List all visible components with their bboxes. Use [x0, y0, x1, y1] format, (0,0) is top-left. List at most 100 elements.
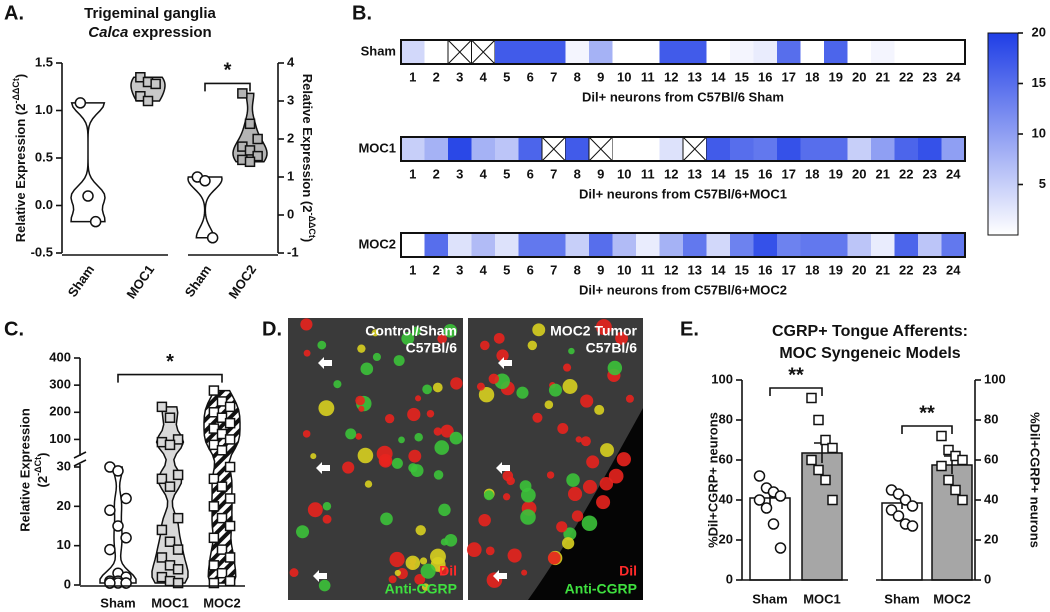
- x-tick-label: 24: [946, 69, 961, 84]
- heat-cell: [847, 233, 871, 257]
- x-tick-label: 9: [597, 262, 604, 277]
- cell: [546, 471, 555, 479]
- y-tick-label: 30: [57, 458, 71, 473]
- heat-cell: [565, 40, 589, 64]
- heat-cell: [777, 137, 801, 161]
- cell: [371, 329, 379, 337]
- x-tick-label: 23: [923, 262, 937, 277]
- cell: [443, 323, 458, 338]
- x-tick-label: 2: [433, 166, 440, 181]
- significance-bracket: [901, 425, 953, 434]
- y-tick-label: 80: [719, 411, 733, 426]
- cell: [389, 551, 405, 568]
- x-axis-label: Dil+ neurons from C57Bl/6+MOC1: [579, 186, 787, 201]
- x-tick-label: 21: [876, 262, 890, 277]
- x-axis-label: Dil+ neurons from C57Bl/6+MOC2: [579, 282, 787, 297]
- arrow: [498, 357, 512, 369]
- cell: [580, 436, 591, 447]
- cell: [393, 355, 405, 367]
- label-text: ): [13, 74, 28, 78]
- cell: [376, 445, 393, 462]
- x-tick-label: 20: [852, 69, 866, 84]
- cell: [566, 473, 580, 487]
- heat-cell: [706, 137, 730, 161]
- data-point: [224, 575, 236, 587]
- y-tick-label: 0: [287, 206, 294, 221]
- data-point: [208, 532, 220, 544]
- x-tick-label: Sham: [182, 262, 215, 300]
- heat-cell: [800, 40, 824, 64]
- cell: [615, 331, 629, 345]
- data-point: [208, 473, 220, 485]
- stain-label: Anti-CGRP: [385, 581, 457, 597]
- cell: [415, 525, 426, 536]
- heat-cell: [659, 40, 683, 64]
- data-point: [813, 464, 824, 476]
- data-point: [89, 215, 102, 228]
- data-point: [104, 504, 116, 517]
- heat-cell: [800, 137, 824, 161]
- cell: [429, 548, 446, 565]
- data-point: [104, 543, 116, 556]
- significance-bracket: [204, 82, 251, 92]
- x-tick-label: 2: [433, 262, 440, 277]
- cell: [544, 400, 554, 409]
- cell: [385, 414, 395, 424]
- x-tick-label: 24: [946, 262, 961, 277]
- heat-cell: [565, 233, 589, 257]
- cell: [307, 502, 323, 518]
- heat-cell: [518, 233, 542, 257]
- data-point: [216, 481, 228, 492]
- x-tick-label: 13: [688, 262, 702, 277]
- cell: [355, 433, 362, 440]
- cell: [548, 383, 562, 397]
- y-tick-label: 0.5: [35, 149, 53, 164]
- heat-cell: [401, 233, 425, 257]
- x-tick-label: 2: [433, 69, 440, 84]
- heat-cell: [894, 233, 918, 257]
- cell: [502, 493, 511, 501]
- x-tick-label: 10: [617, 166, 631, 181]
- cell: [372, 352, 381, 362]
- colorbar-tick-label: 10: [1032, 125, 1046, 140]
- y-tick-label: 20: [719, 531, 733, 546]
- chart-title: MOC Syngeneic Models: [779, 345, 960, 362]
- data-point: [224, 520, 236, 532]
- x-tick-label: MOC2: [203, 595, 241, 610]
- data-point: [806, 454, 817, 466]
- y-tick-label: 1.0: [35, 102, 53, 117]
- cell: [394, 569, 401, 577]
- data-point: [906, 500, 919, 512]
- cell: [433, 427, 442, 436]
- y-tick-label: 60: [719, 451, 733, 466]
- x-tick-label: 6: [527, 69, 534, 84]
- cell: [466, 542, 482, 558]
- cell: [575, 436, 582, 443]
- x-tick-label: 18: [805, 262, 819, 277]
- heat-cell: [683, 40, 707, 64]
- x-tick-label: MOC1: [803, 591, 841, 606]
- heat-cell: [448, 137, 472, 161]
- cell: [415, 395, 422, 402]
- cell: [596, 495, 611, 510]
- cell: [483, 490, 494, 501]
- cell: [502, 470, 514, 482]
- heat-cell: [424, 233, 448, 257]
- data-point: [172, 434, 184, 445]
- violin: [187, 176, 223, 239]
- data-point: [753, 494, 766, 506]
- x-tick-label: 19: [829, 262, 843, 277]
- x-tick-label: 9: [597, 69, 604, 84]
- cell: [567, 486, 583, 502]
- data-point: [172, 564, 184, 575]
- data-point: [208, 560, 220, 571]
- cell: [607, 360, 623, 376]
- cell: [516, 386, 529, 399]
- cell: [563, 363, 572, 372]
- heat-cell: [612, 40, 636, 64]
- heat-cell: [941, 233, 965, 257]
- x-tick-label: Sham: [100, 595, 135, 610]
- cell: [440, 424, 454, 438]
- cell: [310, 453, 317, 460]
- cell: [391, 457, 403, 469]
